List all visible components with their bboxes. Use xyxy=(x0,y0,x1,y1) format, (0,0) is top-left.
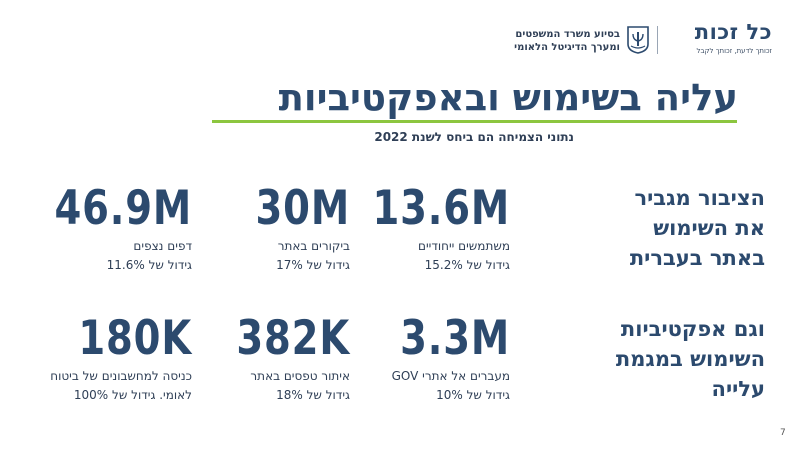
ministry-credit: בסיוע משרד המשפטים ומערך הדיגיטל הלאומי xyxy=(460,28,620,54)
stat-value: 180K xyxy=(78,311,192,366)
logo-tagline: זכותך לדעת, זכותך לקבל xyxy=(696,47,772,55)
stat-gov-referrals: 3.3M מעברים אל אתרי GOV גידול של 10% xyxy=(340,313,510,405)
stat-growth: גידול של 15.2% xyxy=(424,258,510,272)
stat-value: 46.9M xyxy=(54,181,192,236)
stat-label: כניסה למחשבונים של ביטוח xyxy=(50,369,192,383)
page-title: עליה בשימוש ובאפקטיביות xyxy=(278,76,738,119)
stat-label: משתמשים ייחודיים xyxy=(417,239,510,253)
stat-page-views: 46.9M דפים נצפים גידול של 11.6% xyxy=(22,183,192,275)
stat-growth: גידול של 10% xyxy=(436,388,510,402)
kol-zchut-logo: כל זכות זכותך לדעת, זכותך לקבל xyxy=(662,20,772,60)
stat-value: 382K xyxy=(236,311,350,366)
stat-form-searches: 382K איתור טפסים באתר גידול של 18% xyxy=(180,313,350,405)
effectiveness-heading-line: השימוש במגמת xyxy=(615,347,765,371)
stat-value: 3.3M xyxy=(400,311,510,366)
effectiveness-heading: וגם אפקטיביות השימוש במגמת עלייה xyxy=(615,314,765,404)
page-subtitle: נתוני הצמיחה הם ביחס לשנת 2022 xyxy=(374,130,574,144)
effectiveness-heading-line: וגם אפקטיביות xyxy=(620,317,765,341)
stat-label: דפים נצפים xyxy=(133,239,192,253)
title-underline xyxy=(212,120,737,123)
usage-heading-line: באתר בעברית xyxy=(629,246,765,270)
stat-growth: לאומי. גידול של 100% xyxy=(73,388,192,402)
page-number: 7 xyxy=(780,428,786,438)
stat-unique-users: 13.6M משתמשים ייחודיים גידול של 15.2% xyxy=(340,183,510,275)
stat-value: 13.6M xyxy=(372,181,510,236)
stat-site-visits: 30M ביקורים באתר גידול של 17% xyxy=(180,183,350,275)
ministry-line-1: בסיוע משרד המשפטים xyxy=(515,29,620,40)
state-emblem-icon xyxy=(627,26,649,54)
logo-divider xyxy=(657,26,658,54)
stat-growth: גידול של 11.6% xyxy=(106,258,192,272)
stat-growth: גידול של 18% xyxy=(276,388,350,402)
stat-label: מעברים אל אתרי GOV xyxy=(391,369,510,383)
stat-label: איתור טפסים באתר xyxy=(250,369,350,383)
usage-heading: הציבור מגביר את השימוש באתר בעברית xyxy=(615,183,765,273)
usage-heading-line: את השימוש xyxy=(653,216,765,240)
stat-calculator-entries: 180K כניסה למחשבונים של ביטוח לאומי. גיד… xyxy=(22,313,192,405)
effectiveness-heading-line: עלייה xyxy=(711,377,765,401)
ministry-line-2: ומערך הדיגיטל הלאומי xyxy=(514,42,620,53)
stat-label: ביקורים באתר xyxy=(277,239,350,253)
usage-heading-line: הציבור מגביר xyxy=(634,186,765,210)
logo-name: כל זכות xyxy=(694,20,772,44)
stat-value: 30M xyxy=(255,181,350,236)
stat-growth: גידול של 17% xyxy=(276,258,350,272)
